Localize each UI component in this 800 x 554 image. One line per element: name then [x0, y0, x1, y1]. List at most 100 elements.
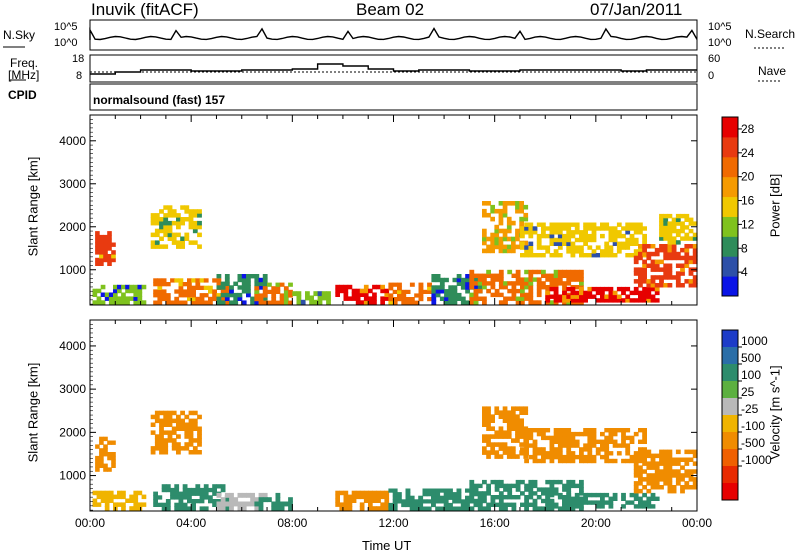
nsearch-tick-top: 10^5 [708, 21, 732, 33]
x-tick-label: 00:00 [75, 516, 105, 530]
nsky-tick-top: 10^5 [54, 21, 78, 33]
freq-panel-frame [89, 54, 698, 83]
beam-title: Beam 02 [356, 0, 425, 19]
vel-region-5 [254, 492, 293, 511]
cpid-panel-frame [89, 83, 698, 111]
power-colorbar-tick-label: 4 [741, 265, 748, 279]
freq-label-1: Freq. [10, 56, 39, 70]
nsky-series-line [89, 27, 698, 41]
power-region-15 [659, 213, 698, 245]
power-ytick-label: 1000 [59, 263, 86, 277]
velocity-colorbar-segment [722, 398, 738, 416]
velocity-colorbar-tick-label: 1000 [741, 334, 768, 348]
colorbars: 4 8 12 16 20 24 28 1000 500 100 25 -25 -100 -500 -1000 [721, 116, 772, 501]
power-region-4 [216, 274, 268, 305]
x-tick-label: 12:00 [378, 516, 408, 530]
vel-panel-frame [89, 319, 698, 512]
velocity-colorbar-tick-label: 25 [741, 385, 755, 399]
vel-ytick-label: 4000 [59, 339, 86, 353]
power-colorbar-frame [721, 116, 739, 297]
vel-ytick-label: 3000 [59, 382, 86, 396]
power-colorbar-tick-label: 12 [741, 217, 755, 231]
velocity-colorbar-segment [722, 466, 738, 484]
velocity-colorbar-segment [722, 347, 738, 365]
velocity-colorbar-segment [722, 483, 738, 501]
vel-region-0 [95, 436, 116, 472]
power-colorbar-tick-label: 28 [741, 122, 755, 136]
velocity-colorbar-segment [722, 364, 738, 382]
velocity-colorbar-tick-label: -25 [741, 402, 759, 416]
velocity-colorbar-tick-label: -1000 [741, 453, 772, 467]
velocity-colorbar-tick-label: -100 [741, 419, 765, 433]
vel-region-2 [150, 410, 202, 455]
station-title: Inuvik (fitACF) [91, 0, 199, 19]
x-tick-label: 08:00 [277, 516, 307, 530]
power-region-8 [388, 282, 432, 305]
x-axis-title: Time UT [362, 538, 412, 553]
velocity-colorbar-segment [722, 432, 738, 450]
vel-ytick-label: 2000 [59, 425, 86, 439]
vel-region-9 [469, 479, 584, 511]
freq-series-line [90, 63, 697, 75]
power-colorbar-segment [722, 176, 738, 198]
power-ytick-label: 2000 [59, 220, 86, 234]
nsearch-label: N.Search [745, 27, 796, 41]
velocity-colorbar-segment [722, 415, 738, 433]
power-panel-frame [89, 114, 698, 306]
power-ytick-label: 4000 [59, 134, 86, 148]
power-region-10 [482, 201, 529, 254]
power-colorbar-segment [722, 156, 738, 178]
power-colorbar-segment [722, 236, 738, 257]
freq-tick-top: 18 [72, 53, 85, 65]
power-region-6 [292, 291, 331, 305]
power-region-5 [254, 282, 293, 305]
nsky-label: N.Sky [3, 28, 36, 42]
vel-region-11 [545, 492, 660, 509]
velocity-colorbar-tick-label: 500 [741, 351, 761, 365]
vel-region-10 [520, 428, 647, 464]
velocity-colorbar-segment [722, 330, 738, 348]
power-colorbar-segment [722, 117, 738, 138]
power-colorbar-tick-label: 24 [741, 146, 755, 160]
nave-label: Nave [758, 64, 787, 78]
power-region-12 [520, 222, 647, 258]
nsky-panel-frame [89, 19, 698, 51]
nsearch-tick-bottom: 10^0 [708, 37, 732, 49]
power-colorbar-segment [722, 276, 738, 297]
x-tick-label: 16:00 [480, 516, 510, 530]
power-colorbar-tick-label: 20 [741, 170, 755, 184]
nave-tick-bottom: 0 [708, 70, 715, 82]
velocity-panel: 1000 2000 3000 4000 [59, 319, 698, 512]
vel-region-7 [388, 488, 483, 511]
velocity-colorbar-tick-label: -500 [741, 436, 765, 450]
cpid-value: normalsound (fast) 157 [93, 93, 226, 107]
power-panel: 1000 2000 3000 4000 [59, 114, 698, 306]
power-region-2 [150, 205, 202, 249]
power-colorbar-tick-label: 8 [741, 241, 748, 255]
vel-region-12 [633, 449, 698, 494]
power-ytick-label: 3000 [59, 177, 86, 191]
nave-tick-top: 60 [708, 53, 721, 65]
vel-region-1 [92, 490, 147, 511]
velocity-colorbar-segment [722, 381, 738, 399]
x-tick-label: 04:00 [176, 516, 206, 530]
freq-label-2: [MHz] [8, 68, 40, 82]
power-colorbar-segment [722, 136, 738, 158]
power-region-11 [469, 269, 584, 305]
x-tick-label: 20:00 [581, 516, 611, 530]
vel-ytick-label: 1000 [59, 469, 86, 483]
power-region-1 [95, 231, 116, 266]
power-colorbar-tick-label: 16 [741, 194, 755, 208]
velocity-colorbar-tick-label: 100 [741, 368, 761, 382]
x-tick-label: 00:00 [682, 516, 712, 530]
power-region-14 [633, 244, 698, 288]
axes: 00:00 04:00 08:00 12:00 16:00 20:00 00:00 [75, 516, 712, 530]
power-region-0 [92, 284, 147, 305]
power-region-13 [545, 286, 660, 303]
power-colorbar-segment [722, 216, 738, 237]
small-panels [3, 19, 786, 111]
date-title: 07/Jan/2011 [590, 0, 683, 19]
power-colorbar-segment [722, 196, 738, 217]
cpid-label: CPID [8, 88, 37, 102]
